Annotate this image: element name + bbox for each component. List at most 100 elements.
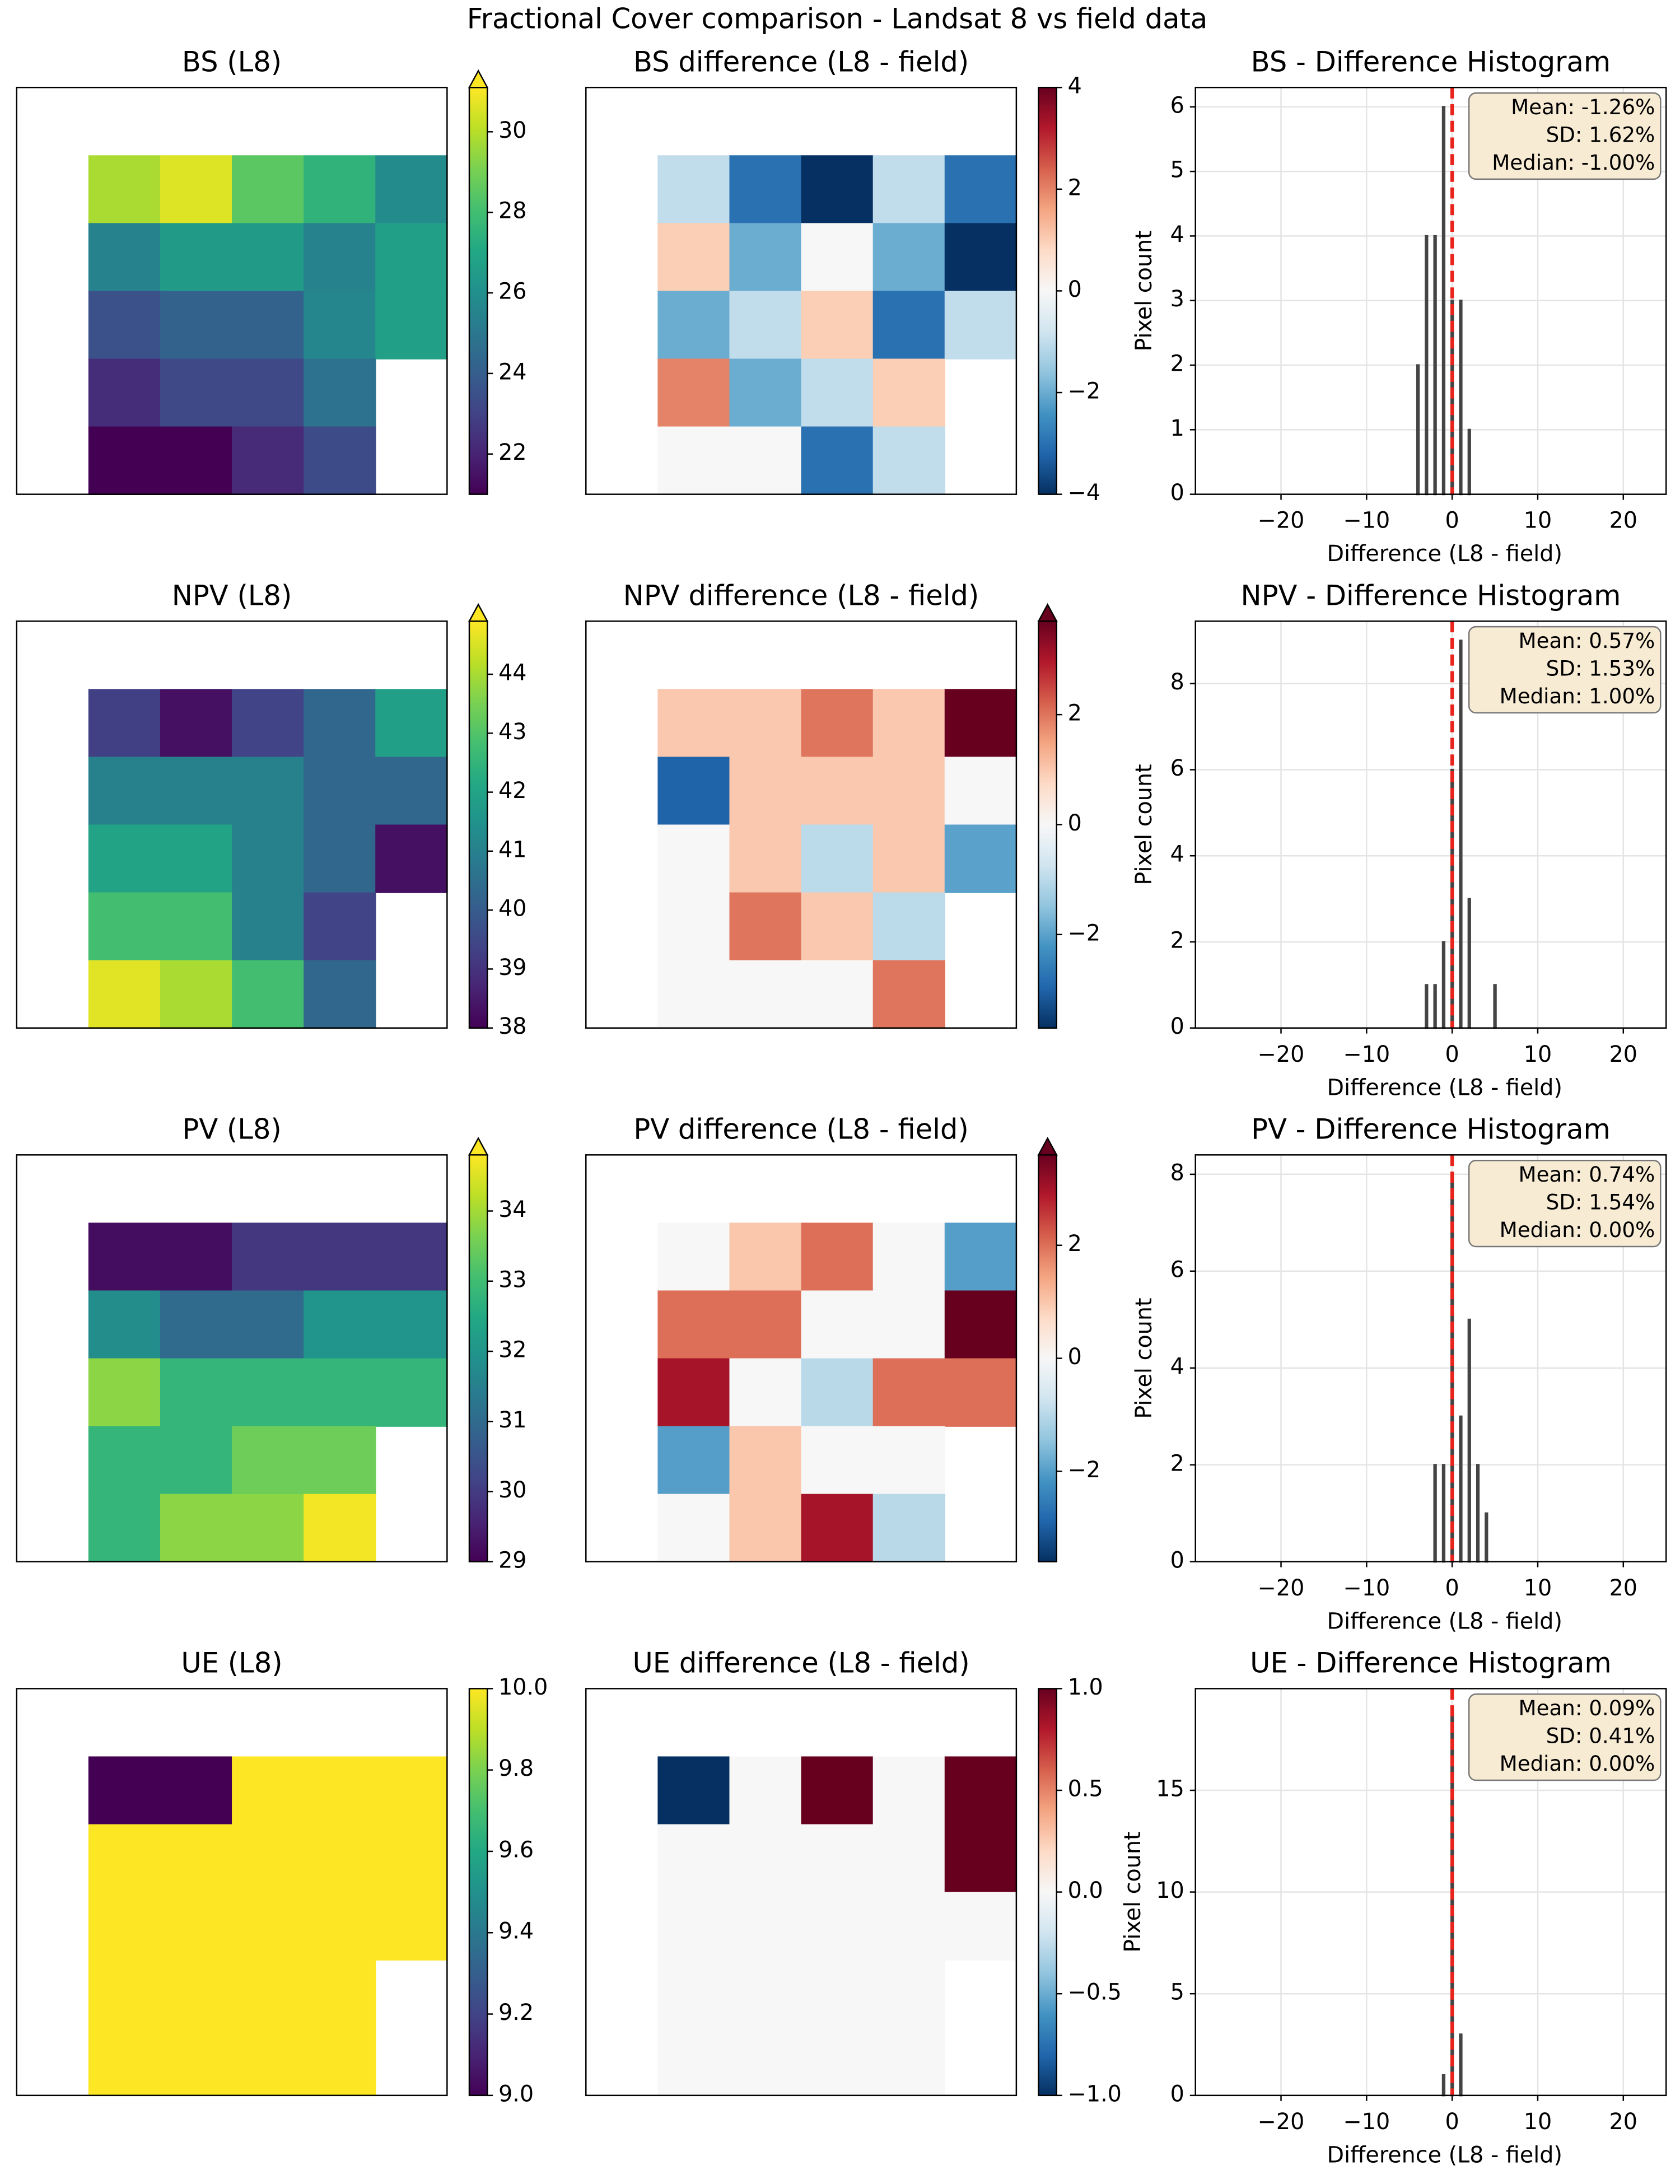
heatmap-cell <box>160 757 233 825</box>
heatmap-cell <box>160 1892 233 1961</box>
heatmap-cell <box>801 757 874 825</box>
heatmap-cell <box>872 2027 946 2097</box>
heatmap-cell <box>232 426 305 495</box>
annotation-box <box>1468 626 1662 714</box>
panel-title: NPV difference (L8 - field) <box>623 580 979 612</box>
heatmap-cell <box>872 1892 946 1961</box>
panel-title: BS difference (L8 - field) <box>633 46 969 78</box>
colorbar <box>468 1688 488 2097</box>
colorbar-tick-label: −2 <box>1068 920 1100 946</box>
heatmap-cell <box>232 291 305 360</box>
heatmap-cell <box>160 1494 233 1562</box>
x-tick-label: 20 <box>1609 508 1637 534</box>
heatmap-cell <box>160 892 233 961</box>
heatmap-cell <box>657 892 730 961</box>
heatmap-cell <box>88 358 161 427</box>
axes-frame <box>1194 620 1667 1029</box>
x-tick-label: 10 <box>1524 1042 1552 1067</box>
heatmap-cell <box>729 291 802 360</box>
histogram-bar <box>1433 235 1437 496</box>
colorbar <box>1038 1688 1058 2097</box>
heatmap-cell <box>88 892 161 961</box>
heatmap-cell <box>729 358 802 427</box>
heatmap-cell <box>88 1959 161 2028</box>
heatmap-cell <box>88 1756 161 1825</box>
heatmap-cell <box>944 155 1018 224</box>
colorbar-tick-label: 33 <box>498 1267 526 1292</box>
y-tick-label: 8 <box>1170 1160 1184 1186</box>
colorbar-tick-label: 0 <box>1068 1344 1082 1370</box>
colorbar-tick-label: 26 <box>498 279 526 305</box>
heatmap-cell <box>801 2027 874 2097</box>
colorbar <box>468 620 488 1029</box>
y-tick-label: 3 <box>1170 286 1184 312</box>
heatmap-cell <box>88 1290 161 1359</box>
x-tick-label: 10 <box>1524 508 1552 534</box>
heatmap-cell <box>944 1222 1018 1291</box>
panel-title: UE (L8) <box>181 1647 282 1679</box>
x-tick-label: −20 <box>1258 508 1305 534</box>
panel-title: NPV - Difference Histogram <box>1241 580 1621 612</box>
heatmap-cell <box>729 1824 802 1893</box>
x-tick-label: 0 <box>1445 1042 1459 1067</box>
x-axis-label: Difference (L8 - field) <box>1327 1075 1562 1100</box>
heatmap-cell <box>801 1426 874 1495</box>
colorbar <box>1038 86 1058 495</box>
heatmap-cell <box>944 757 1018 825</box>
y-axis-label: Pixel count <box>1120 1831 1146 1952</box>
panel-title: NPV (L8) <box>172 580 292 612</box>
heatmap-cell <box>872 689 946 758</box>
heatmap-cell <box>160 960 233 1029</box>
x-tick-label: 20 <box>1609 2109 1637 2135</box>
heatmap-cell <box>944 1290 1018 1359</box>
annotation-text: Mean: 0.09% <box>1519 1696 1655 1720</box>
heatmap-cell <box>375 155 448 224</box>
heatmap-cell <box>232 824 305 893</box>
colorbar-tick-label: 39 <box>498 955 526 981</box>
y-tick-label: 0 <box>1170 1547 1184 1573</box>
heatmap-cell <box>304 358 376 427</box>
colorbar-tick-label: 29 <box>498 1547 526 1573</box>
heatmap-cell <box>872 426 946 495</box>
histogram-bar <box>1425 984 1429 1029</box>
heatmap-cell <box>801 1756 874 1825</box>
heatmap-cell <box>375 757 448 825</box>
annotation-text: SD: 1.54% <box>1546 1190 1655 1215</box>
figure-title: Fractional Cover comparison - Landsat 8 … <box>467 3 1208 35</box>
axes-frame <box>1194 1688 1667 2097</box>
axes-frame <box>585 620 1018 1029</box>
heatmap-cell <box>801 358 874 427</box>
heatmap-cell <box>375 1824 448 1893</box>
heatmap-cell <box>729 1358 802 1427</box>
heatmap-cell <box>657 426 730 495</box>
heatmap-cell <box>729 1222 802 1291</box>
histogram-bar <box>1459 640 1463 1029</box>
y-tick-label: 4 <box>1170 842 1184 867</box>
annotation-text: Mean: 0.74% <box>1519 1162 1655 1187</box>
heatmap-cell <box>160 2027 233 2097</box>
histogram-bar <box>1467 1318 1471 1563</box>
heatmap-cell <box>304 1290 376 1359</box>
heatmap-cell <box>304 824 376 893</box>
axes-frame <box>1194 1154 1667 1562</box>
panel-title: PV (L8) <box>182 1113 281 1146</box>
heatmap-cell <box>872 892 946 961</box>
colorbar-tick-label: −2 <box>1068 379 1100 404</box>
x-tick-label: 0 <box>1445 2109 1459 2135</box>
annotation-box <box>1468 1159 1662 1248</box>
heatmap-cell <box>304 1494 376 1562</box>
heatmap-cell <box>88 1426 161 1495</box>
heatmap-cell <box>729 689 802 758</box>
heatmap-cell <box>801 291 874 360</box>
heatmap-cell <box>729 892 802 961</box>
histogram-bar <box>1433 984 1437 1029</box>
colorbar-tick-label: 0.0 <box>1068 1878 1103 1903</box>
heatmap-cell <box>88 960 161 1029</box>
heatmap-cell <box>232 892 305 961</box>
y-tick-label: 1 <box>1170 416 1184 441</box>
heatmap-cell <box>88 155 161 224</box>
heatmap-cell <box>304 1426 376 1495</box>
heatmap-cell <box>729 2027 802 2097</box>
heatmap-cell <box>304 1892 376 1961</box>
heatmap-cell <box>872 1426 946 1495</box>
